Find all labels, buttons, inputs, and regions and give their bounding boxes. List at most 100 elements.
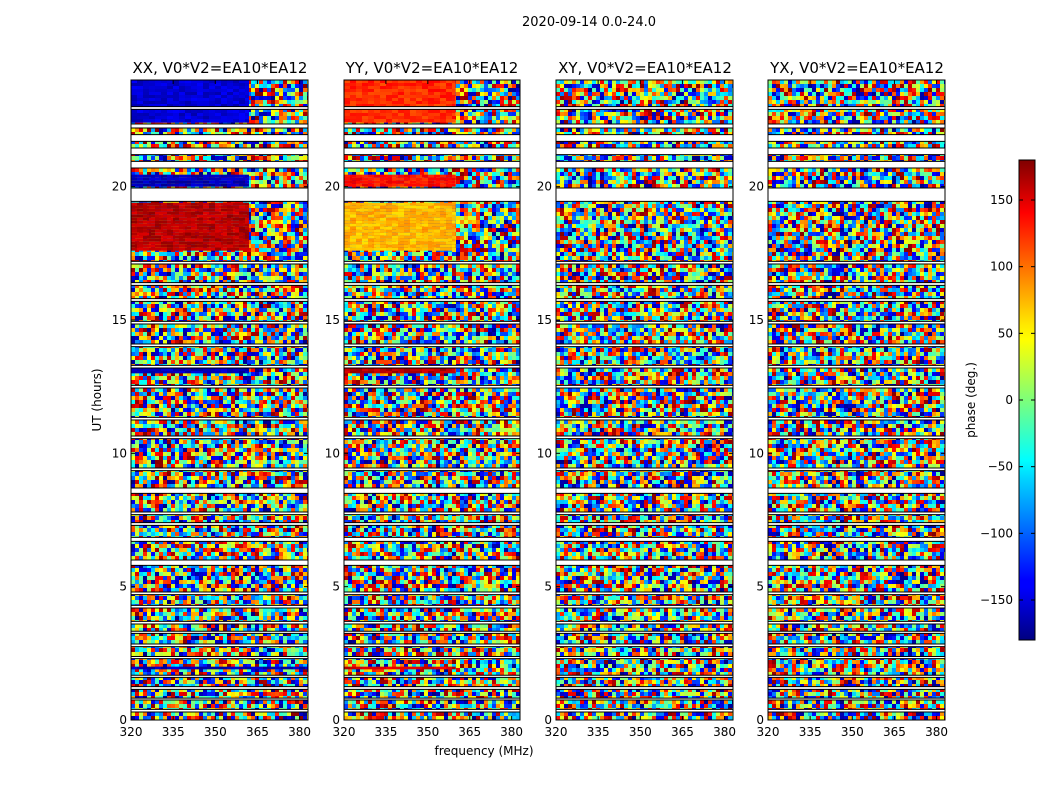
heatmap-cell xyxy=(259,240,263,244)
heatmap-cell xyxy=(259,120,263,124)
heatmap-cell xyxy=(231,128,235,132)
heatmap-cell xyxy=(275,88,279,92)
heatmap-cell xyxy=(291,224,295,228)
heatmap-cell xyxy=(295,88,299,92)
heatmap-cell xyxy=(267,92,271,96)
heatmap-cell xyxy=(291,212,295,216)
heatmap-cell xyxy=(131,144,135,148)
heatmap-cell xyxy=(295,84,299,88)
heatmap-cell xyxy=(291,244,295,248)
heatmap-cell xyxy=(303,228,307,232)
heatmap-cell xyxy=(211,156,215,160)
heatmap-cell xyxy=(251,100,255,104)
heatmap-cell xyxy=(283,100,287,104)
heatmap-cell xyxy=(295,100,299,104)
heatmap-cell xyxy=(251,244,255,248)
heatmap-cell xyxy=(279,168,283,172)
heatmap-cell xyxy=(251,88,255,92)
heatmap-cell xyxy=(167,168,171,172)
heatmap-cell xyxy=(303,236,307,240)
heatmap-cell xyxy=(283,224,287,228)
heatmap-cell xyxy=(223,128,227,132)
heatmap-cell xyxy=(303,224,307,228)
heatmap-cell xyxy=(287,100,291,104)
heatmap-cell xyxy=(279,112,283,116)
heatmap-cell xyxy=(259,228,263,232)
heatmap-cell xyxy=(243,156,247,160)
heatmap-cell xyxy=(147,128,151,132)
heatmap-cell xyxy=(131,156,135,160)
heatmap-cell xyxy=(283,116,287,120)
heatmap-cell xyxy=(303,216,307,220)
heatmap-cell xyxy=(259,216,263,220)
heatmap-cell xyxy=(299,96,303,100)
heatmap-cell xyxy=(283,216,287,220)
heatmap-cell xyxy=(303,172,307,176)
heatmap-cell xyxy=(175,168,179,172)
heatmap-cell xyxy=(303,180,307,184)
heatmap-cell xyxy=(299,240,303,244)
heatmap-cell xyxy=(263,244,267,248)
heatmap-cell xyxy=(223,168,227,172)
heatmap-cell xyxy=(291,128,295,132)
heatmap-cell xyxy=(271,96,275,100)
heatmap-cell xyxy=(163,252,167,256)
heatmap-cell xyxy=(251,240,255,244)
heatmap-cell xyxy=(295,184,299,188)
heatmap-cell xyxy=(267,100,271,104)
heatmap-cell xyxy=(295,208,299,212)
heatmap-cell xyxy=(227,144,231,148)
heatmap-cell xyxy=(203,252,207,256)
heatmap-cell xyxy=(139,156,143,160)
heatmap-cell xyxy=(251,128,255,132)
heatmap-cell xyxy=(299,172,303,176)
heatmap-cell xyxy=(303,220,307,224)
heatmap-cell xyxy=(267,252,271,256)
heatmap-cell xyxy=(299,212,303,216)
heatmap-cell xyxy=(287,184,291,188)
panel-title-xx: XX, V0*V2=EA10*EA12 xyxy=(133,59,308,77)
heatmap-cell xyxy=(271,84,275,88)
heatmap-cell xyxy=(267,232,271,236)
heatmap-cell xyxy=(175,144,179,148)
heatmap-cell xyxy=(263,208,267,212)
heatmap-cell xyxy=(179,252,183,256)
heatmap-cell xyxy=(171,156,175,160)
heatmap-cell xyxy=(231,252,235,256)
heatmap-cell xyxy=(271,208,275,212)
heatmap-cell xyxy=(287,244,291,248)
heatmap-cell xyxy=(271,172,275,176)
heatmap-cell xyxy=(287,232,291,236)
heatmap-cell xyxy=(255,224,259,228)
heatmap-cell xyxy=(295,120,299,124)
heatmap-cell xyxy=(291,184,295,188)
heatmap-cell xyxy=(263,88,267,92)
heatmap-cell xyxy=(259,80,263,84)
heatmap-cell xyxy=(179,144,183,148)
heatmap-cell xyxy=(287,88,291,92)
heatmap-cell xyxy=(279,248,283,252)
heatmap-cell xyxy=(299,232,303,236)
heatmap-cell xyxy=(259,168,263,172)
heatmap-cell xyxy=(219,128,223,132)
heatmap-cell xyxy=(171,128,175,132)
heatmap-cell xyxy=(251,80,255,84)
heatmap-cell xyxy=(183,128,187,132)
heatmap-cell xyxy=(271,92,275,96)
heatmap-cell xyxy=(275,144,279,148)
heatmap-cell xyxy=(207,168,211,172)
heatmap-cell xyxy=(271,88,275,92)
heatmap-cell xyxy=(183,168,187,172)
heatmap-cell xyxy=(299,224,303,228)
heatmap-cell xyxy=(275,156,279,160)
heatmap-cell xyxy=(267,176,271,180)
heatmap-cell xyxy=(303,208,307,212)
heatmap-cell xyxy=(251,220,255,224)
heatmap-cell xyxy=(291,176,295,180)
heatmap-cell xyxy=(183,156,187,160)
heatmap-cell xyxy=(267,168,271,172)
heatmap-cell xyxy=(275,120,279,124)
heatmap-cell xyxy=(295,92,299,96)
heatmap-cell xyxy=(147,168,151,172)
heatmap-cell xyxy=(207,252,211,256)
